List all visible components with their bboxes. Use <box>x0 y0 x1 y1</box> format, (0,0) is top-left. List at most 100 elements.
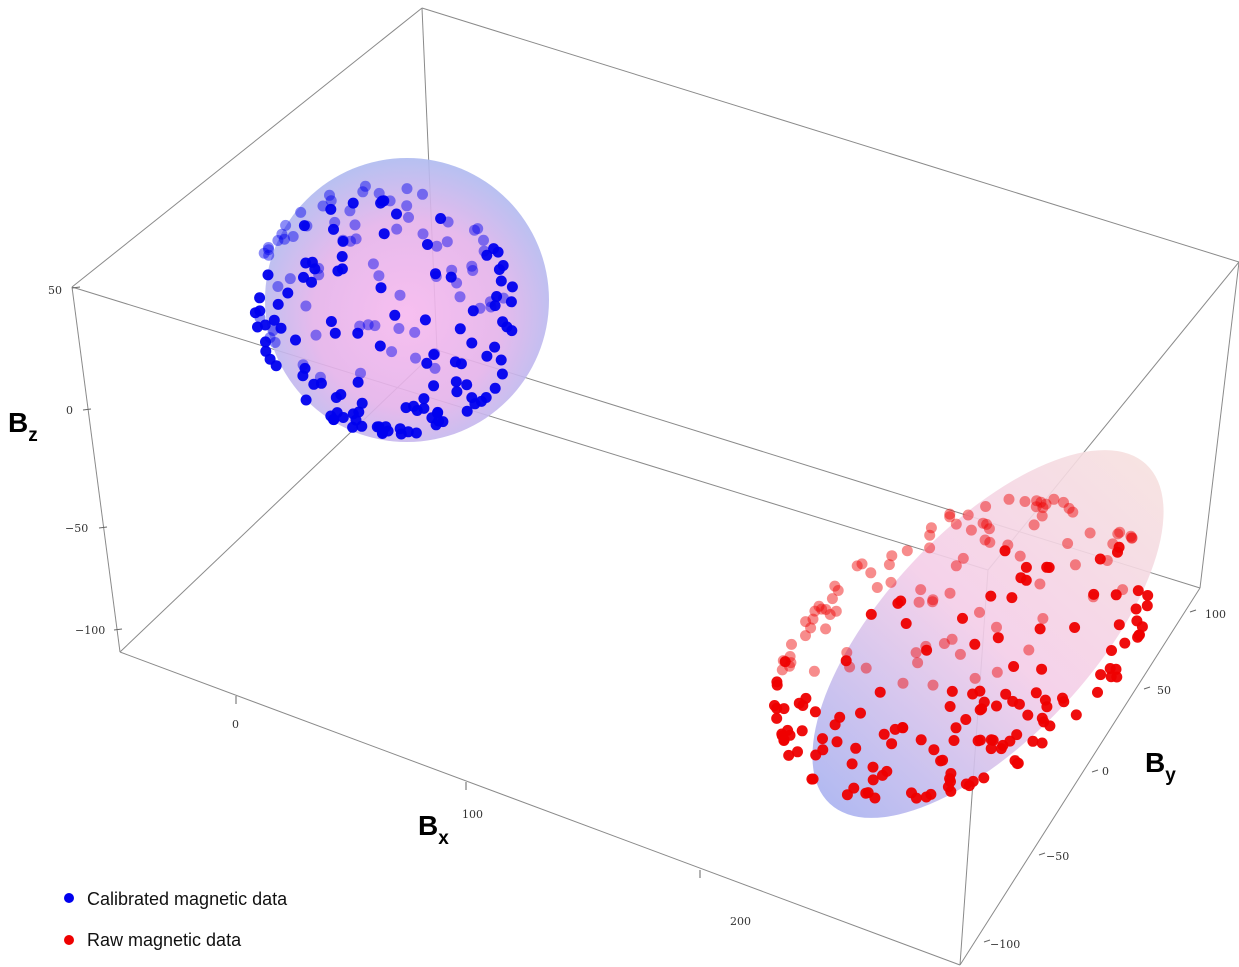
raw-point <box>1006 592 1018 604</box>
calibrated-points <box>249 180 518 440</box>
calibrated-point <box>262 269 274 281</box>
z-tick <box>82 408 92 411</box>
raw-point <box>1037 502 1049 514</box>
raw-point <box>1000 688 1012 700</box>
raw-point <box>779 656 791 668</box>
raw-point <box>1126 532 1138 544</box>
bounding-box <box>71 7 1239 966</box>
raw-point <box>1040 498 1052 510</box>
calibrated-point <box>353 406 365 418</box>
raw-point <box>860 787 872 799</box>
calibrated-point <box>356 397 368 409</box>
raw-point <box>938 638 950 649</box>
calibrated-point <box>357 186 369 198</box>
raw-point <box>846 758 858 770</box>
raw-point <box>1141 600 1153 612</box>
raw-point <box>1104 663 1116 674</box>
raw-point <box>856 558 868 570</box>
y-tick-label: 100 <box>1205 608 1226 621</box>
z-axis: 50 0 −50 −100 <box>48 284 123 637</box>
z-tick-label: −50 <box>65 522 88 535</box>
raw-point <box>1062 538 1074 549</box>
y-axis: 100 50 0 −50 −100 <box>983 608 1226 951</box>
calibrated-point <box>401 200 413 212</box>
calibrated-point <box>270 360 282 372</box>
raw-point <box>1020 561 1032 573</box>
x-tick-label: 0 <box>232 718 239 731</box>
calibrated-point <box>489 341 501 353</box>
raw-point <box>927 679 939 691</box>
calibrated-point <box>310 329 322 341</box>
raw-point <box>831 736 843 748</box>
calibrated-point <box>393 323 405 334</box>
z-tick <box>113 628 123 631</box>
calibrated-point <box>287 231 299 242</box>
calibrated-point <box>269 337 281 348</box>
calibrated-point <box>391 223 403 235</box>
raw-point <box>830 605 842 617</box>
calibrated-point <box>421 357 433 369</box>
calibrated-point <box>461 379 473 391</box>
raw-point <box>1030 687 1042 699</box>
raw-point <box>991 621 1002 633</box>
calibrated-point <box>478 234 489 246</box>
raw-point <box>1011 758 1023 770</box>
x-tick-label: 100 <box>462 808 483 821</box>
raw-point <box>1019 496 1031 507</box>
raw-point <box>1069 622 1081 633</box>
raw-point <box>1113 619 1125 631</box>
raw-point <box>1058 496 1069 508</box>
calibrated-point <box>375 282 387 294</box>
raw-point <box>1013 698 1025 710</box>
calibrated-point <box>375 197 387 209</box>
raw-point <box>924 542 936 554</box>
calibrated-point <box>422 239 433 250</box>
box-edge <box>71 7 423 288</box>
raw-point <box>816 603 828 615</box>
calibrated-point <box>272 235 284 246</box>
raw-point <box>883 559 895 571</box>
raw-point <box>869 792 881 804</box>
y-tick-label: 0 <box>1102 765 1109 778</box>
raw-point <box>783 749 795 761</box>
raw-point <box>860 662 872 674</box>
raw-point <box>771 679 783 691</box>
raw-point <box>1035 496 1047 508</box>
calibrated-point <box>324 189 335 201</box>
raw-point <box>1028 519 1040 531</box>
z-tick <box>71 286 81 289</box>
calibrated-point <box>258 247 270 259</box>
calibrated-point <box>435 213 447 224</box>
raw-point <box>784 729 796 741</box>
box-edge <box>119 651 961 966</box>
raw-point <box>1008 661 1020 672</box>
calibrated-point <box>495 354 507 366</box>
calibrated-point <box>272 298 284 310</box>
raw-point <box>1048 493 1060 505</box>
calibrated-point <box>336 263 348 275</box>
raw-point <box>820 604 832 615</box>
raw-point <box>985 743 997 755</box>
calibrated-point <box>325 316 337 327</box>
calibrated-point <box>295 206 307 218</box>
x-tick-label: 200 <box>730 915 751 928</box>
raw-point <box>950 722 962 734</box>
raw-point <box>892 597 904 609</box>
z-tick-label: 50 <box>48 284 62 297</box>
raw-point <box>897 677 909 689</box>
raw-point <box>867 761 879 773</box>
calibrated-point <box>328 223 339 235</box>
calibrated-point <box>386 346 398 358</box>
calibrated-point <box>299 362 311 374</box>
x-axis-title-sub: x <box>438 828 449 849</box>
calibrated-point <box>325 195 337 207</box>
raw-point <box>796 725 808 737</box>
calibrated-point <box>268 314 280 326</box>
raw-point <box>1041 701 1053 713</box>
y-tick <box>983 939 991 943</box>
raw-point <box>1112 528 1124 540</box>
legend-marker-calibrated <box>64 893 74 903</box>
calibrated-point <box>279 233 290 245</box>
raw-point <box>792 746 803 758</box>
raw-point <box>1036 712 1048 724</box>
